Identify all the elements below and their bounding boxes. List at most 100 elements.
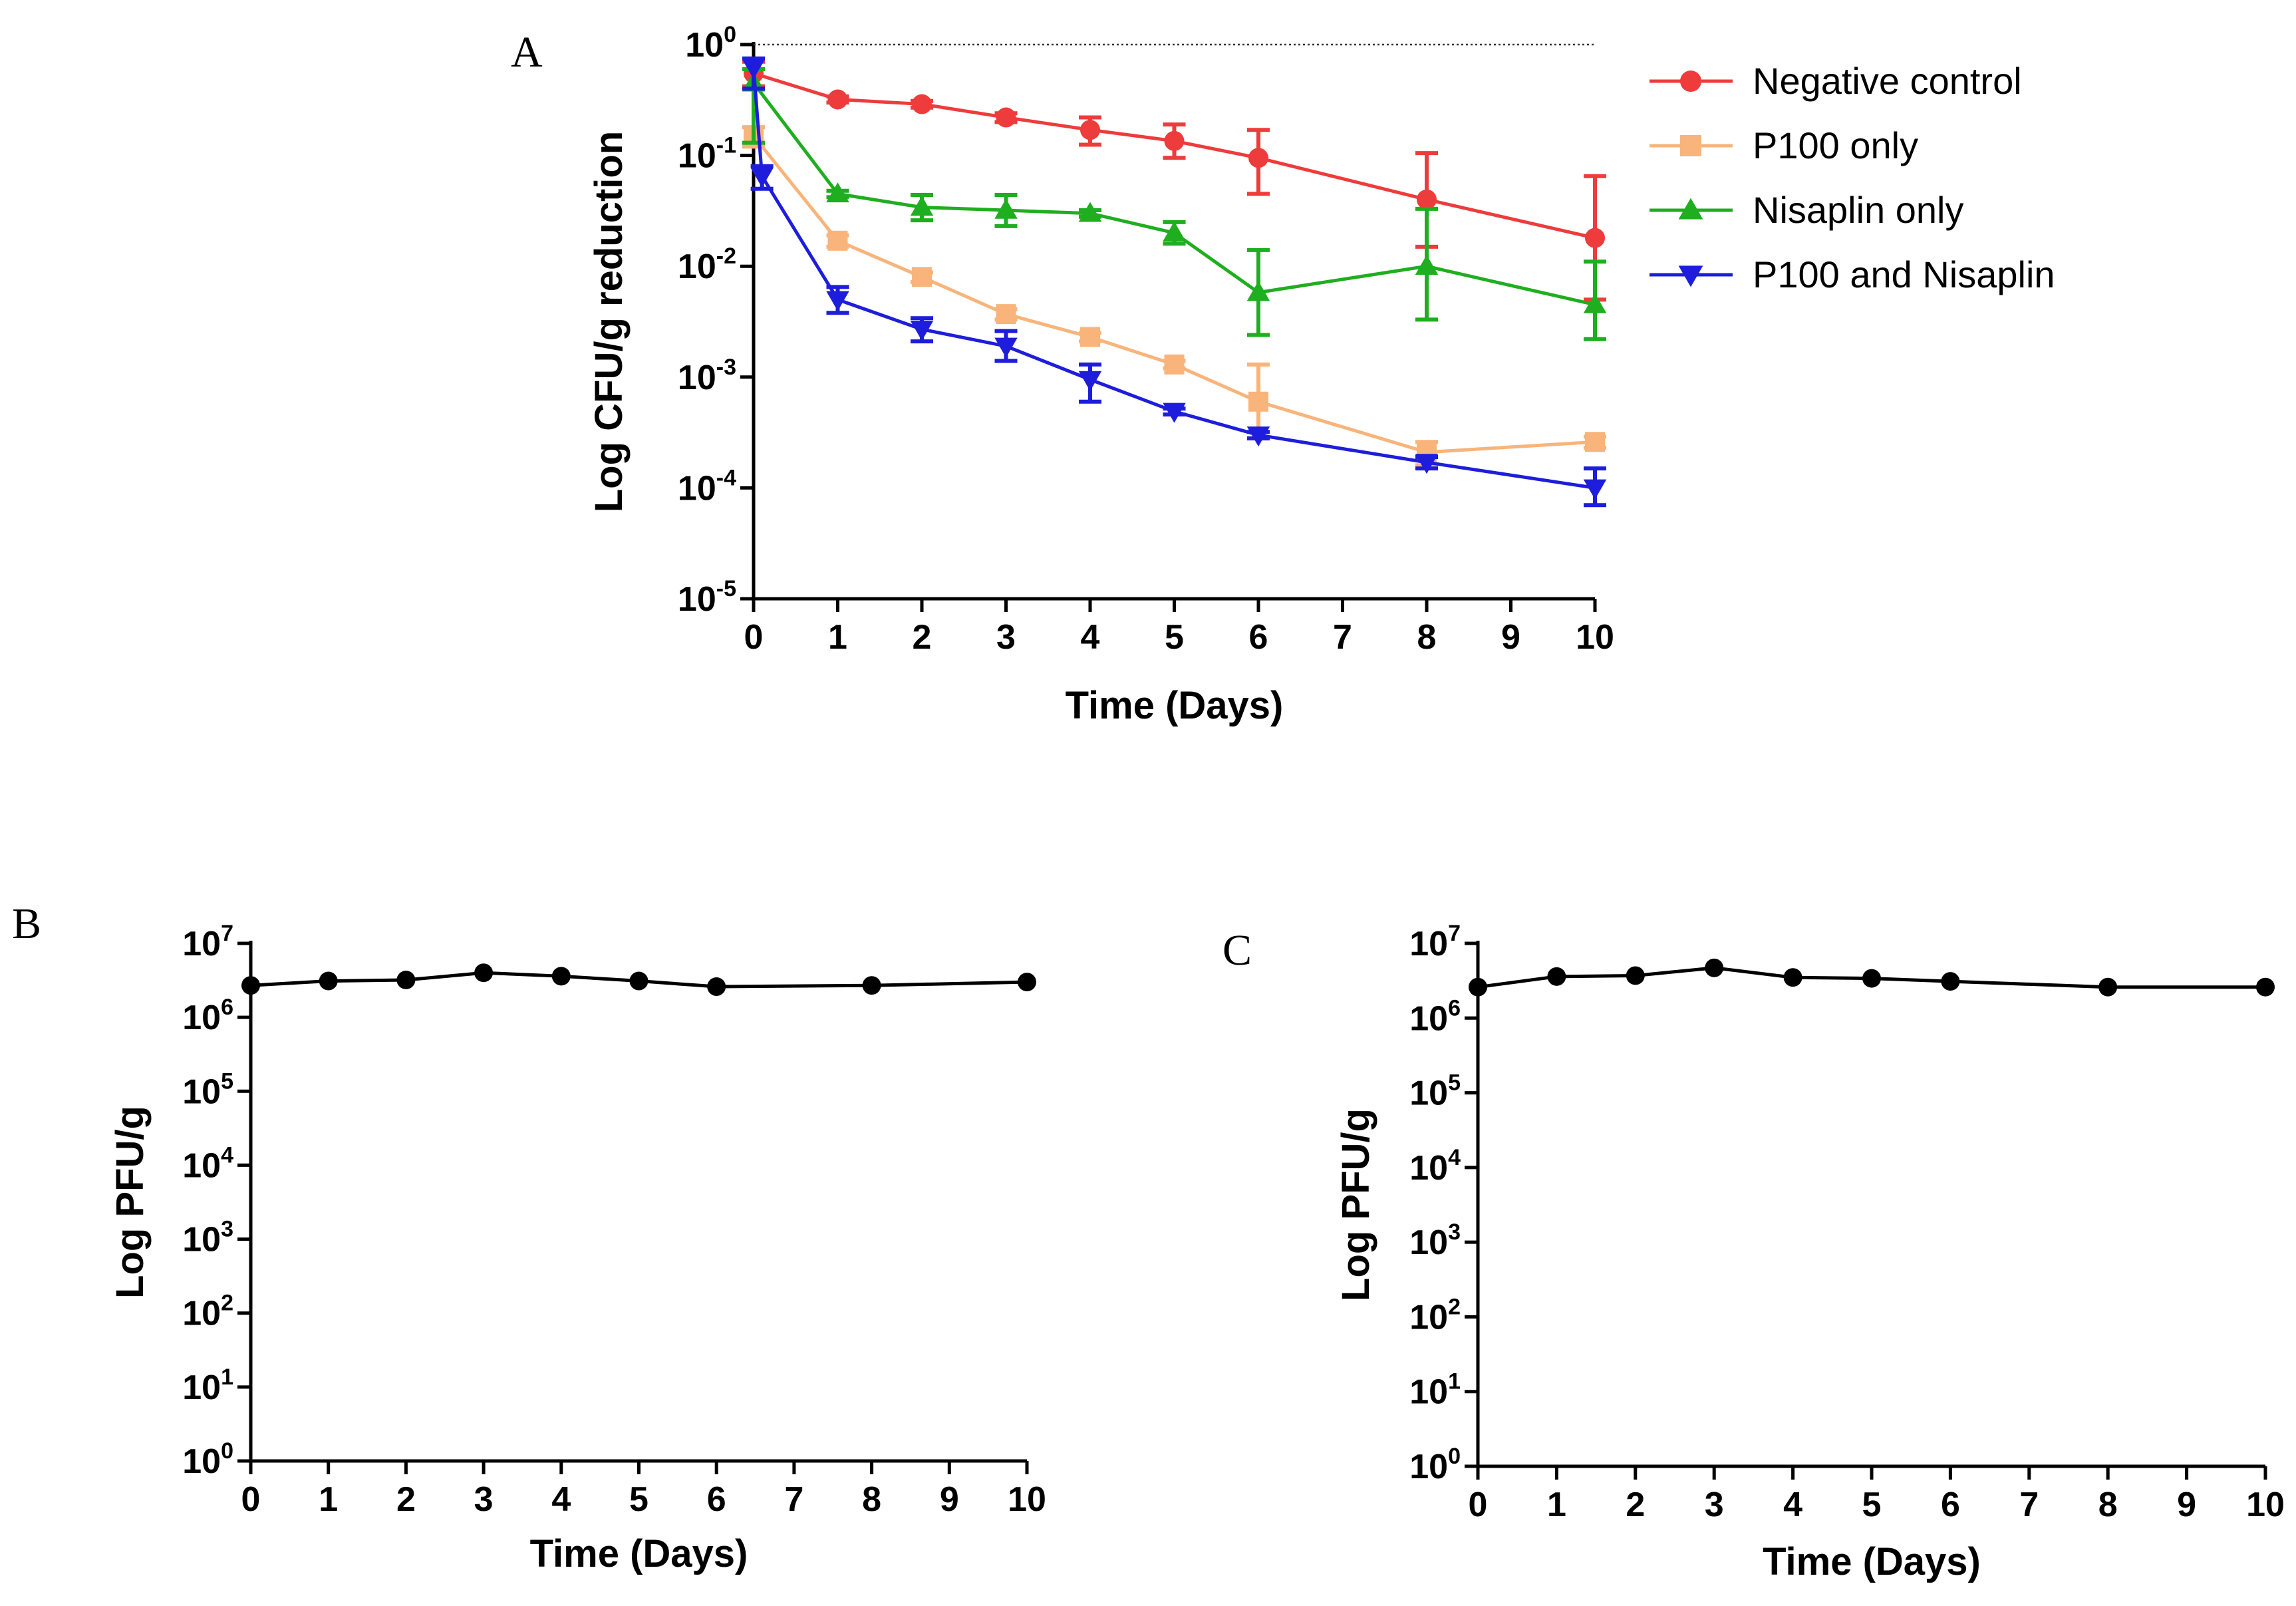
chart-b-x-tick-label: 2 xyxy=(396,1480,416,1519)
chart-b-data-point xyxy=(319,971,338,991)
chart-a-series-3 xyxy=(742,56,1607,508)
chart-a-data-point xyxy=(826,291,849,311)
chart-a-x-tick-label: 4 xyxy=(1081,618,1100,657)
chart-c-data-point xyxy=(1469,977,1487,997)
chart-c-x-tick-label: 8 xyxy=(2098,1486,2118,1524)
chart-b-x-axis-title: Time (Days) xyxy=(530,1532,748,1575)
chart-c-data-point xyxy=(1941,972,1960,991)
chart-b-y-axis-title: Log PFU/g xyxy=(108,1106,152,1299)
chart-c-data-point xyxy=(1783,968,1802,987)
chart-b-data-point xyxy=(241,976,260,995)
chart-c-x-axis-title: Time (Days) xyxy=(1763,1540,1981,1583)
chart-a-data-point xyxy=(1248,391,1268,412)
panel-label-a: A xyxy=(511,28,543,77)
chart-a-data-point xyxy=(912,94,932,114)
chart-b-x-tick-label: 3 xyxy=(474,1480,494,1519)
chart-b-data-point xyxy=(396,970,416,989)
chart-b-data-point xyxy=(1018,973,1036,992)
chart-c-series-0 xyxy=(1469,958,2275,997)
chart-c-data-point xyxy=(1862,969,1881,988)
chart-a-data-point xyxy=(1164,354,1185,375)
chart-a-data-point xyxy=(1415,254,1439,275)
chart-b: 0 1 2 3 4 5 6 7 8 9 10 107 106 105 104 103 102 101 100 Time… xyxy=(108,921,1046,1575)
chart-c-x-tick-label: 7 xyxy=(2019,1486,2039,1524)
chart-b-series-0 xyxy=(241,963,1036,997)
chart-c-data-point xyxy=(2098,977,2118,997)
chart-a-data-point xyxy=(1163,402,1186,423)
legend-marker xyxy=(1678,265,1703,287)
chart-a-x-tick-label: 3 xyxy=(996,618,1016,657)
chart-c-y-tick-label: 106 xyxy=(1409,995,1461,1038)
chart-c-y-tick-label: 100 xyxy=(1409,1444,1461,1486)
chart-a-x-tick-label: 9 xyxy=(1501,618,1520,657)
chart-c-x-tick-label: 4 xyxy=(1783,1486,1802,1524)
chart-c-y-tick-label: 103 xyxy=(1409,1219,1461,1262)
chart-b-y-tick-label: 102 xyxy=(182,1291,233,1333)
chart-a-data-point xyxy=(1585,432,1605,452)
chart-b-data-point xyxy=(629,971,648,991)
chart-a-data-point xyxy=(1248,148,1268,168)
chart-a-data-point xyxy=(1415,454,1439,474)
chart-a-series-line xyxy=(752,67,1596,490)
chart-c-x-tick-label: 3 xyxy=(1705,1486,1724,1524)
chart-c-data-point xyxy=(1705,958,1724,977)
chart-b-y-tick-label: 100 xyxy=(182,1438,233,1481)
chart-a-y-tick-label: 10-1 xyxy=(678,133,736,176)
chart-a-data-point xyxy=(996,304,1016,325)
chart-b-data-point xyxy=(474,963,494,983)
chart-a-data-point xyxy=(994,337,1018,358)
chart-b-y-tick-label: 103 xyxy=(182,1217,233,1259)
legend-label: P100 and Nisaplin xyxy=(1753,253,2055,295)
chart-a-data-point xyxy=(912,267,932,287)
chart-a-data-point xyxy=(742,59,766,79)
chart-a-data-point xyxy=(1583,293,1607,313)
chart-a-data-point xyxy=(996,107,1016,128)
chart-b-x-tick-label: 1 xyxy=(319,1480,338,1519)
chart-b-x-tick-label: 8 xyxy=(862,1480,881,1519)
chart-c-x-tick-label: 5 xyxy=(1862,1486,1882,1524)
chart-a-series-2 xyxy=(742,67,1607,341)
chart-c-y-tick-label: 104 xyxy=(1409,1145,1461,1188)
chart-a-data-point xyxy=(750,168,774,188)
legend-label: P100 only xyxy=(1753,124,1918,166)
chart-a-data-point xyxy=(1246,281,1270,301)
chart-b-data-point xyxy=(707,977,726,997)
legend-marker xyxy=(1678,198,1703,220)
chart-a-x-tick-label: 6 xyxy=(1249,618,1268,657)
chart-a-y-tick-label: 10-2 xyxy=(678,243,736,286)
chart-a-data-point xyxy=(826,182,849,203)
chart-b-y-tick-label: 104 xyxy=(182,1142,233,1185)
chart-a: 0 1 2 3 4 5 6 7 8 9 10 100 10-1 10-2 10-3 10-4 10-5 Time … xyxy=(587,22,2055,727)
chart-a-legend: Negative control P100 only Nisaplin only P1… xyxy=(1650,60,2055,295)
chart-b-x-tick-label: 4 xyxy=(551,1480,571,1519)
chart-c-y-tick-label: 105 xyxy=(1409,1070,1461,1113)
chart-a-data-point xyxy=(1080,120,1100,140)
chart-a-x-tick-label: 10 xyxy=(1576,618,1614,657)
chart-b-y-tick-label: 106 xyxy=(182,995,233,1037)
chart-b-y-tick-label: 107 xyxy=(182,921,233,963)
chart-b-x-tick-label: 5 xyxy=(629,1480,648,1519)
chart-a-x-axis-title: Time (Days) xyxy=(1066,684,1284,727)
chart-a-x-tick-label: 0 xyxy=(744,618,764,657)
chart-b-y-tick-label: 105 xyxy=(182,1068,233,1111)
legend-marker xyxy=(1680,135,1701,156)
chart-a-data-point xyxy=(827,230,848,251)
chart-c-x-tick-label: 1 xyxy=(1547,1486,1566,1524)
panel-label-b: B xyxy=(12,899,41,948)
chart-c-y-axis-title: Log PFU/g xyxy=(1334,1108,1377,1301)
chart-a-data-point xyxy=(1417,189,1437,210)
chart-b-x-tick-label: 0 xyxy=(241,1480,261,1519)
chart-b-x-tick-label: 10 xyxy=(1008,1480,1046,1519)
chart-a-y-tick-label: 10-4 xyxy=(678,465,736,508)
chart-a-data-point xyxy=(827,89,848,110)
chart-c-y-tick-label: 101 xyxy=(1409,1369,1461,1412)
panel-label-c: C xyxy=(1222,926,1252,975)
chart-a-x-tick-label: 8 xyxy=(1417,618,1437,657)
chart-a-data-point xyxy=(1078,371,1102,391)
legend-marker xyxy=(1680,71,1701,92)
chart-c-y-tick-label: 107 xyxy=(1409,921,1461,963)
chart-a-data-point xyxy=(1585,228,1605,248)
chart-a-x-tick-label: 2 xyxy=(913,618,932,657)
